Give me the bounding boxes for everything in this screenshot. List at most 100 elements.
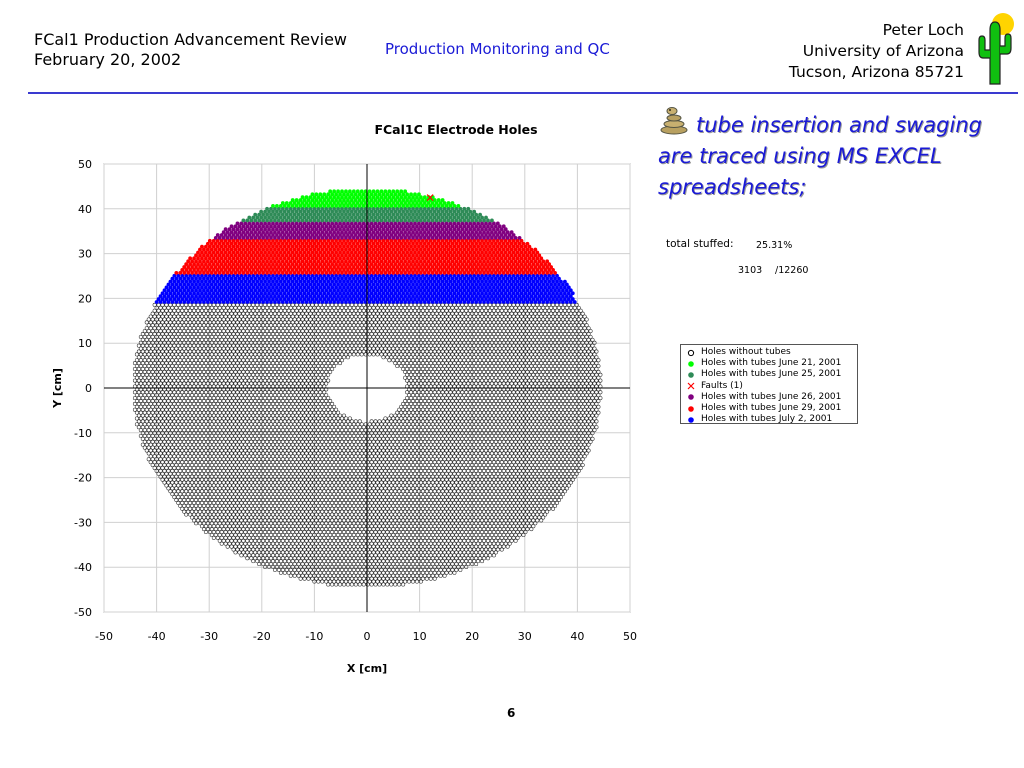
hole-marker-s0 [513,538,518,543]
hole-marker-s0 [340,567,344,572]
hole-marker-s0 [462,544,467,549]
hole-marker-s0 [336,556,341,561]
hole-marker-s0 [272,556,277,561]
hole-marker-s0 [312,562,317,567]
hole-marker-s0 [318,541,323,546]
hole-marker-s0 [322,565,327,569]
hole-marker-s0 [507,535,512,540]
hole-marker-s0 [342,570,346,575]
hole-marker-s0 [288,538,293,543]
hole-marker-s0 [345,547,350,552]
hole-marker-s0 [326,565,331,569]
hole-marker-s0 [219,541,224,546]
hole-marker-s0 [371,544,376,549]
hole-marker-s0 [393,576,398,581]
hole-marker-s0 [385,570,390,575]
hole-marker-s0 [322,541,327,546]
hole-marker-s0 [432,541,437,546]
hole-marker-s0 [304,538,309,543]
hole-marker-s0 [280,556,285,561]
hole-marker-s0 [343,538,348,543]
hole-marker-s0 [452,553,457,558]
hole-marker-s0 [223,541,228,546]
hole-marker-s0 [401,535,406,540]
hole-marker-s0 [480,535,485,540]
hole-marker-s0 [342,576,346,581]
hole-marker-s0 [422,544,427,549]
hole-marker-s0 [411,550,415,555]
hole-marker-s0 [276,556,281,561]
hole-marker-s0 [296,573,301,578]
hole-marker-s0 [480,553,485,558]
hole-marker-s0 [357,535,362,540]
hole-marker-s0 [491,535,496,540]
hole-marker-s0 [466,556,471,561]
hole-marker-s0 [432,553,437,558]
hole-marker-s0 [298,570,303,575]
hole-marker-s0 [509,538,514,543]
hole-marker-s0 [407,538,412,543]
hole-marker-s0 [428,570,433,575]
hole-marker-s0 [405,576,410,581]
hole-marker-s0 [343,567,348,572]
hole-marker-s0 [310,576,315,581]
hole-marker-s0 [432,559,437,564]
hole-marker-s0 [403,538,408,543]
hole-marker-s0 [271,559,275,564]
hole-marker-s0 [371,550,376,555]
hole-marker-s0 [347,562,352,567]
hole-marker-s0 [310,553,315,558]
hole-marker-s0 [326,582,331,587]
hole-marker-s0 [316,550,321,555]
hole-marker-s0 [302,553,307,558]
hole-marker-s0 [450,556,455,561]
hole-marker-s0 [411,573,415,578]
hole-marker-s0 [371,562,376,567]
hole-marker-s0 [452,535,457,540]
hole-marker-s0 [351,562,356,567]
hole-marker-s0 [460,541,465,546]
hole-marker-s0 [442,538,447,543]
hole-marker-s0 [286,559,291,564]
hole-marker-s0 [290,547,295,552]
hole-marker-s0 [267,541,272,546]
hole-marker-s0 [263,547,268,552]
hole-marker-s0 [340,550,344,555]
hole-marker-s0 [227,541,232,546]
hole-marker-s0 [296,562,301,567]
hole-marker-s0 [306,576,311,581]
hole-marker-s0 [355,573,360,578]
hole-marker-s0 [409,570,414,575]
hole-marker-s0 [387,556,392,561]
hole-marker-s0 [468,535,473,540]
hole-marker-s0 [409,559,414,564]
hole-marker-s0 [251,553,256,558]
hole-marker-s0 [217,532,222,537]
hole-marker-s0 [377,576,382,581]
hole-marker-s0 [470,550,475,555]
hole-marker-s0 [428,553,433,558]
hole-marker-s0 [347,579,352,584]
hole-marker-s0 [334,570,339,575]
hole-marker-s0 [241,550,246,555]
hole-marker-s0 [276,538,281,543]
hole-marker-s0 [480,541,485,546]
hole-marker-s0 [401,547,406,552]
hole-marker-s0 [272,567,277,572]
hole-marker-s0 [505,538,510,543]
hole-marker-s0 [440,553,445,558]
hole-marker-s0 [245,538,250,543]
hole-marker-s0 [375,544,380,549]
hole-marker-s0 [345,570,350,575]
hole-marker-s0 [351,567,356,572]
hole-marker-s0 [450,544,455,549]
hole-marker-s0 [395,556,400,561]
hole-marker-s0 [361,576,366,581]
hole-marker-s0 [434,573,439,578]
hole-marker-s0 [379,538,384,543]
hole-marker-s0 [407,573,412,578]
hole-marker-s0 [304,544,309,549]
hole-marker-s0 [493,550,498,555]
hole-marker-s0 [353,553,358,558]
hole-marker-s0 [416,553,421,558]
